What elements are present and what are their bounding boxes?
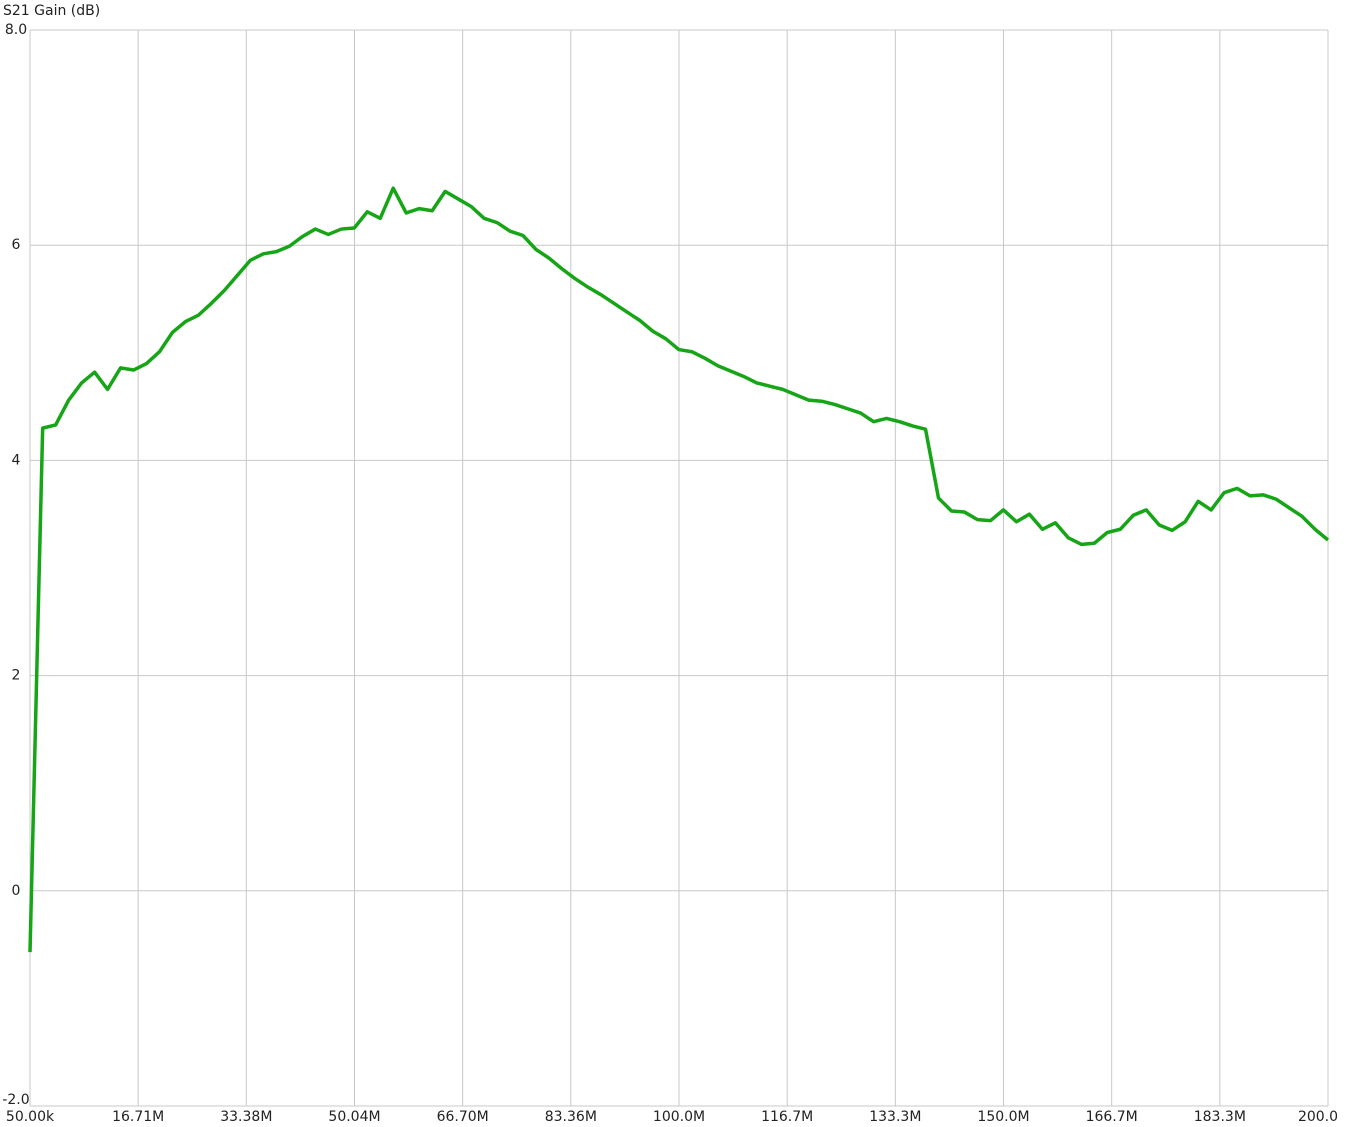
x-tick-label: 16.71M <box>112 1109 164 1125</box>
x-tick-label: 50.04M <box>328 1109 380 1125</box>
x-tick-label: 150.0M <box>977 1109 1029 1125</box>
x-tick-label: 83.36M <box>545 1109 597 1125</box>
data-line <box>28 186 1330 953</box>
x-tick-label: 66.70M <box>437 1109 489 1125</box>
x-tick-label: 33.38M <box>220 1109 272 1125</box>
x-tick-label: 100.0M <box>653 1109 705 1125</box>
x-tick-label: 50.00k <box>6 1109 55 1125</box>
y-tick-label: 8.0 <box>5 22 27 38</box>
y-tick-label: 6 <box>12 237 21 253</box>
x-tick-label: 183.3M <box>1194 1109 1246 1125</box>
x-tick-label: 166.7M <box>1086 1109 1138 1125</box>
y-tick-label: 2 <box>12 668 21 684</box>
x-tick-label: 200.0 <box>1298 1109 1338 1125</box>
y-tick-label: 4 <box>12 452 21 468</box>
y-tick-label: 0 <box>12 883 21 899</box>
chart-title: S21 Gain (dB) <box>3 3 100 19</box>
y-tick-label: -2.0 <box>2 1092 29 1108</box>
x-tick-label: 116.7M <box>761 1109 813 1125</box>
x-tick-label: 133.3M <box>869 1109 921 1125</box>
